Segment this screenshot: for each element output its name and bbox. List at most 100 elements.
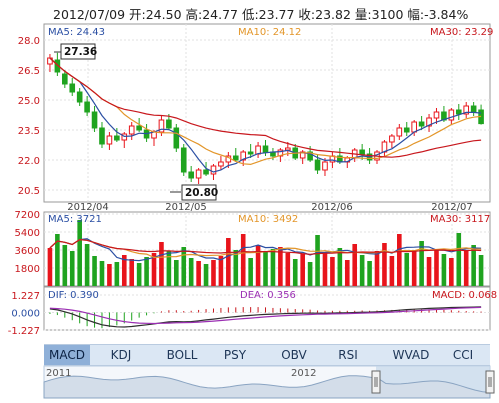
volume-bar — [300, 254, 305, 286]
volume-bar — [478, 255, 484, 286]
volume-bar — [463, 250, 469, 286]
volume-bar — [181, 247, 187, 286]
volume-bar — [240, 234, 246, 286]
candle-body — [240, 151, 247, 161]
candle-body — [389, 135, 395, 143]
tab-rsi[interactable]: RSI — [338, 348, 358, 362]
macd-tick-label: 1.227 — [11, 291, 40, 302]
price-tick-label: 25.0 — [18, 96, 40, 107]
high-price-label: 27.36 — [64, 46, 97, 58]
tab-kdj[interactable]: KDJ — [110, 348, 132, 362]
volume-ma5-label: MA5: 3721 — [48, 214, 102, 225]
volume-bar — [159, 242, 164, 286]
candle-body — [203, 169, 209, 175]
candle-body — [359, 149, 365, 155]
candle-body — [426, 117, 432, 127]
volume-tick-label: 1800 — [15, 264, 40, 275]
candle-body — [455, 109, 462, 115]
candle-body — [76, 91, 83, 103]
volume-bar — [84, 244, 90, 286]
volume-tick-label: 7200 — [15, 210, 40, 221]
indicator-tabs: MACD KDJ BOLL PSY OBV RSI WVAD CCI — [44, 344, 490, 366]
x-tick-label: 2012/05 — [165, 202, 207, 213]
candle-body — [173, 127, 180, 149]
navigator-right-handle[interactable] — [485, 370, 495, 394]
navigator-left-handle[interactable] — [371, 370, 381, 394]
candle-body — [247, 151, 254, 155]
quote-header: 2012/07/09 开:24.50 高:24.77 低:23.77 收:23.… — [0, 0, 499, 24]
candle-body — [180, 147, 187, 173]
volume-bar — [62, 245, 68, 286]
tab-macd[interactable]: MACD — [44, 345, 90, 365]
volume-bar — [248, 258, 253, 286]
price-tick-label: 23.5 — [18, 126, 40, 137]
volume-bar — [77, 220, 82, 286]
volume-bar — [129, 259, 135, 286]
candle-body — [411, 121, 417, 133]
candle-body — [136, 125, 142, 131]
candle-body — [255, 145, 261, 155]
volume-bar — [196, 261, 201, 286]
candle-body — [84, 101, 90, 113]
candle-body — [285, 147, 291, 151]
volume-bar — [203, 264, 209, 286]
volume-bar — [188, 258, 194, 286]
candle-body — [114, 135, 120, 141]
tab-cci[interactable]: CCI — [452, 348, 474, 362]
volume-bar — [55, 234, 60, 286]
volume-ma30-label: MA30: 3117 — [430, 214, 490, 225]
candle-body — [218, 161, 224, 167]
volume-bar — [359, 255, 365, 286]
candle-body — [54, 59, 61, 73]
price-tick-label: 20.5 — [18, 186, 40, 197]
volume-tick-label: 5400 — [15, 228, 40, 239]
volume-tick-label: 3600 — [15, 246, 40, 257]
tab-boll[interactable]: BOLL — [166, 348, 198, 362]
price-ma30-line — [49, 57, 482, 158]
volume-bar — [233, 250, 239, 286]
candle-body — [62, 73, 68, 85]
candle-body — [396, 127, 403, 137]
candle-body — [322, 161, 328, 171]
x-tick-label: 2012/04 — [67, 202, 109, 213]
price-ma5-line — [49, 57, 482, 173]
volume-ma5-line — [49, 238, 482, 262]
price-panel — [43, 23, 491, 203]
volume-bar — [218, 256, 224, 286]
volume-bar — [426, 257, 432, 286]
candle-body — [166, 119, 172, 129]
macd-tick-label: 0.000 — [11, 309, 40, 320]
volume-bar — [99, 261, 105, 286]
volume-bar — [255, 245, 261, 286]
tab-psy[interactable]: PSY — [223, 348, 247, 362]
candle-body — [470, 105, 477, 113]
volume-bar — [382, 243, 387, 286]
navigator-label-2011: 2011 — [46, 368, 71, 379]
price-tick-label: 28.0 — [18, 36, 40, 47]
candle-body — [158, 119, 165, 133]
macd-dif-label: DIF: 0.390 — [48, 290, 99, 301]
volume-bar — [166, 251, 172, 286]
volume-bar — [344, 260, 350, 286]
volume-bar — [449, 258, 454, 286]
price-ma10-label: MA10: 24.12 — [238, 27, 301, 38]
volume-bar — [226, 238, 231, 286]
candle-body — [128, 125, 135, 135]
volume-bar — [270, 249, 276, 286]
candle-body — [403, 127, 410, 133]
candle-body — [232, 155, 239, 161]
tab-obv[interactable]: OBV — [281, 348, 307, 362]
price-ma5-label: MA5: 24.43 — [48, 27, 105, 38]
volume-ma10-label: MA10: 3492 — [238, 214, 298, 225]
price-ma10-line — [49, 57, 482, 166]
volume-bar — [419, 241, 424, 286]
volume-bar — [441, 254, 447, 286]
macd-dif-line — [49, 306, 482, 328]
candle-body — [195, 169, 202, 179]
volume-bar — [278, 247, 283, 286]
tab-wvad[interactable]: WVAD — [392, 348, 430, 362]
candle-body — [91, 111, 98, 129]
volume-bar — [330, 257, 335, 286]
macd-value-label: MACD: 0.068 — [432, 290, 497, 301]
volume-ma30-line — [49, 238, 482, 255]
